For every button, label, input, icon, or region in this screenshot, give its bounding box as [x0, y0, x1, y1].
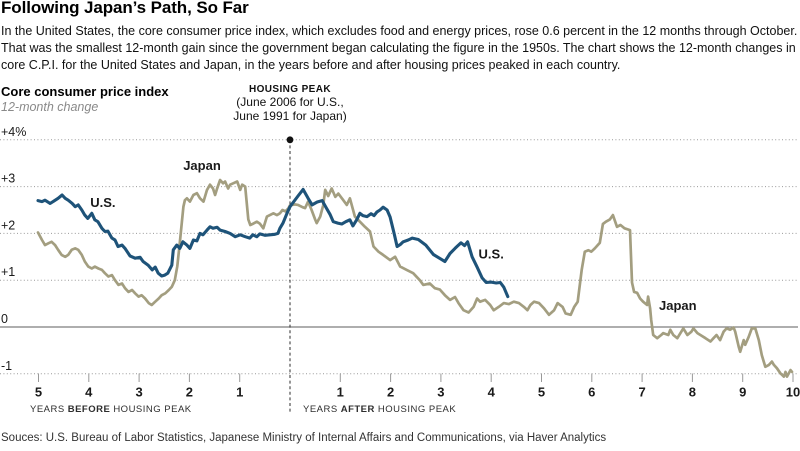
x-tick-label: 1 [337, 385, 344, 400]
x-tick-label: 10 [786, 385, 800, 400]
x-axis-caption-before: YEARS BEFORE HOUSING PEAK [30, 404, 192, 415]
x-axis-caption-after: YEARS AFTER HOUSING PEAK [303, 404, 456, 415]
housing-peak-heading: HOUSING PEAK [248, 84, 332, 95]
caption-word: YEARS [30, 404, 65, 415]
intro-line-2: That was the smallest 12-month gain sinc… [1, 41, 796, 55]
series-label: U.S. [90, 195, 115, 210]
chart-subtitle: 12-month change [1, 100, 99, 114]
caption-word-bold: BEFORE [67, 404, 111, 415]
x-tick-label: 1 [236, 385, 243, 400]
japan-line [36, 178, 794, 378]
x-tick-label: 2 [387, 385, 394, 400]
x-tick-label: 2 [186, 385, 193, 400]
x-tick-label: 8 [689, 385, 696, 400]
y-axis-label: +3 [1, 172, 15, 186]
x-tick-label: 6 [588, 385, 595, 400]
y-axis-label: +4% [1, 125, 26, 139]
x-tick-label: 4 [85, 385, 93, 400]
intro-line-3: core C.P.I. for the United States and Ja… [1, 58, 621, 72]
y-axis-label: +2 [1, 218, 15, 232]
caption-word: HOUSING PEAK [377, 404, 457, 415]
series-label: Japan [183, 158, 221, 173]
caption-word: YEARS [303, 404, 338, 415]
housing-peak-line-2: June 1991 for Japan) [233, 109, 347, 123]
source-line: Souces: U.S. Bureau of Labor Statistics,… [1, 432, 607, 444]
x-tick-label: 7 [638, 385, 645, 400]
y-axis-label: 0 [1, 312, 8, 326]
caption-word: HOUSING PEAK [113, 404, 192, 415]
x-tick-label: 4 [488, 385, 496, 400]
x-tick-label: 5 [35, 385, 42, 400]
x-tick-label: 3 [135, 385, 142, 400]
y-axis-label: +1 [1, 265, 15, 279]
series-label: U.S. [479, 247, 504, 262]
housing-peak-line-1: (June 2006 for U.S., [236, 95, 344, 109]
y-axis-label: -1 [1, 359, 12, 373]
intro-line-1: In the United States, the core consumer … [1, 24, 798, 38]
page-title: Following Japan’s Path, So Far [1, 0, 249, 17]
chart-title: Core consumer price index [1, 84, 169, 99]
series-label: Japan [659, 298, 697, 313]
x-tick-label: 9 [739, 385, 746, 400]
housing-peak-annotation: HOUSING PEAK (June 2006 for U.S., June 1… [190, 84, 390, 123]
housing-peak-dot [286, 136, 294, 144]
us-line [36, 187, 510, 299]
caption-word-bold: AFTER [340, 404, 375, 415]
x-tick-label: 5 [538, 385, 545, 400]
x-tick-label: 3 [437, 385, 444, 400]
